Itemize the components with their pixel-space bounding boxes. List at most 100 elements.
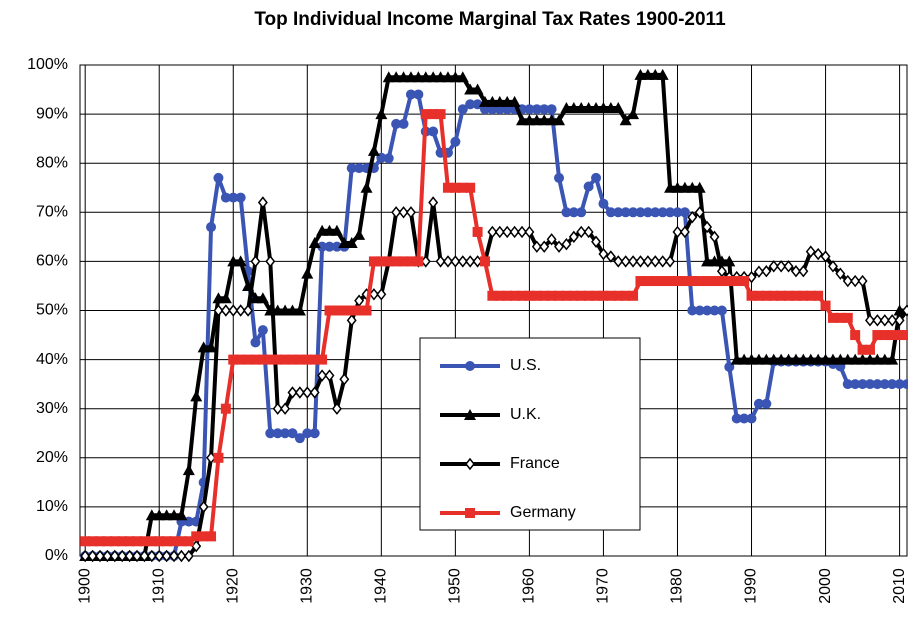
marker	[272, 402, 283, 415]
marker	[805, 245, 816, 258]
x-tick-label: 1990	[743, 568, 760, 604]
marker	[576, 290, 587, 301]
marker	[139, 549, 150, 563]
marker	[353, 228, 366, 240]
marker	[302, 354, 313, 365]
marker	[465, 182, 476, 193]
marker	[398, 256, 409, 267]
marker	[546, 233, 557, 246]
marker	[872, 379, 883, 390]
marker	[272, 428, 283, 439]
x-tick-label: 1950	[447, 568, 464, 604]
marker	[183, 536, 194, 547]
series	[80, 109, 908, 547]
marker	[656, 68, 669, 80]
marker	[361, 305, 372, 316]
marker	[383, 153, 394, 164]
marker	[576, 207, 587, 218]
marker	[894, 379, 905, 390]
marker	[820, 250, 831, 263]
marker	[331, 241, 342, 252]
marker	[219, 292, 232, 304]
marker	[487, 290, 498, 301]
marker	[835, 267, 846, 280]
marker	[783, 290, 794, 301]
marker	[265, 255, 276, 268]
x-tick-label: 1920	[224, 568, 241, 604]
marker	[146, 536, 157, 547]
marker	[183, 549, 194, 563]
marker	[428, 126, 439, 137]
marker	[657, 276, 668, 287]
marker	[524, 290, 535, 301]
marker	[309, 428, 320, 439]
marker	[317, 354, 328, 365]
marker	[827, 312, 838, 323]
marker	[80, 536, 91, 547]
marker	[206, 222, 217, 233]
marker	[568, 290, 579, 301]
marker	[546, 290, 557, 301]
marker	[450, 182, 461, 193]
marker	[902, 330, 908, 341]
marker	[753, 265, 764, 278]
marker	[456, 71, 469, 83]
marker	[250, 337, 261, 348]
marker	[687, 276, 698, 287]
marker	[583, 225, 594, 239]
marker	[109, 536, 120, 547]
marker	[731, 276, 742, 287]
marker	[650, 207, 661, 218]
marker	[324, 241, 335, 252]
marker	[472, 226, 483, 237]
marker	[95, 549, 105, 563]
marker	[457, 182, 468, 193]
marker	[702, 305, 713, 316]
marker	[428, 196, 439, 209]
marker	[628, 255, 639, 268]
marker	[798, 265, 809, 278]
marker	[842, 274, 853, 288]
marker	[887, 379, 898, 390]
marker	[665, 255, 676, 268]
marker	[376, 256, 387, 267]
marker	[124, 549, 135, 563]
x-tick-label: 1940	[373, 568, 390, 604]
marker	[687, 211, 698, 224]
marker	[354, 163, 365, 174]
x-tick-label: 1910	[150, 568, 167, 604]
marker	[739, 276, 750, 287]
marker	[761, 265, 772, 278]
y-tick-label: 100%	[27, 56, 68, 73]
marker	[517, 290, 528, 301]
marker	[635, 276, 646, 287]
marker	[324, 369, 335, 382]
marker	[405, 256, 416, 267]
marker	[175, 509, 188, 521]
marker	[524, 225, 535, 239]
marker	[850, 379, 861, 390]
marker	[894, 314, 905, 327]
marker	[354, 305, 365, 316]
marker	[561, 238, 572, 251]
marker	[724, 276, 735, 287]
marker	[293, 304, 306, 316]
marker	[109, 549, 120, 563]
marker	[471, 83, 484, 95]
x-tick-label: 2000	[817, 568, 834, 604]
marker	[309, 386, 320, 399]
marker	[308, 236, 321, 248]
marker	[709, 230, 720, 244]
y-tick-label: 30%	[36, 400, 68, 417]
marker	[405, 89, 416, 100]
marker	[842, 312, 853, 323]
marker	[294, 433, 305, 444]
marker	[450, 255, 461, 268]
marker	[228, 354, 239, 365]
marker	[205, 341, 218, 353]
marker	[546, 104, 557, 115]
marker	[272, 354, 283, 365]
marker	[368, 256, 379, 267]
marker	[94, 536, 105, 547]
marker	[420, 109, 431, 120]
